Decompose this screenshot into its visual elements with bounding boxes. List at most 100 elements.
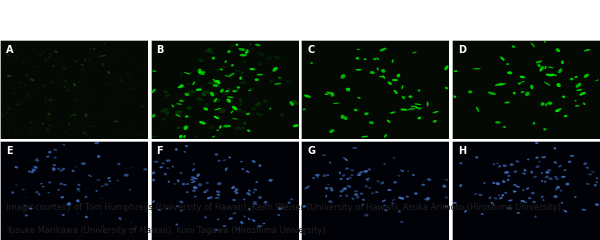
Ellipse shape — [274, 83, 281, 85]
Ellipse shape — [1, 114, 6, 116]
Ellipse shape — [217, 191, 221, 193]
Ellipse shape — [191, 176, 193, 178]
Ellipse shape — [524, 201, 527, 203]
Ellipse shape — [47, 58, 49, 59]
Ellipse shape — [524, 169, 526, 172]
Ellipse shape — [97, 55, 100, 57]
Ellipse shape — [11, 92, 14, 94]
Text: E: E — [6, 146, 13, 156]
Ellipse shape — [341, 115, 344, 119]
Ellipse shape — [86, 126, 91, 127]
Ellipse shape — [345, 167, 349, 170]
Ellipse shape — [354, 109, 358, 111]
Ellipse shape — [127, 102, 129, 104]
Ellipse shape — [35, 66, 40, 68]
Ellipse shape — [263, 100, 268, 103]
Ellipse shape — [232, 199, 236, 201]
Ellipse shape — [184, 93, 190, 96]
Ellipse shape — [368, 168, 371, 170]
Ellipse shape — [233, 213, 236, 214]
Ellipse shape — [176, 205, 179, 207]
Ellipse shape — [194, 196, 197, 198]
Ellipse shape — [499, 165, 501, 168]
Ellipse shape — [223, 225, 226, 227]
Ellipse shape — [248, 90, 251, 91]
Ellipse shape — [217, 193, 220, 196]
Ellipse shape — [50, 53, 53, 55]
Ellipse shape — [246, 192, 250, 195]
Ellipse shape — [522, 189, 524, 191]
Ellipse shape — [280, 114, 284, 117]
Ellipse shape — [123, 49, 126, 51]
Ellipse shape — [273, 56, 282, 60]
Ellipse shape — [242, 60, 247, 63]
Ellipse shape — [364, 170, 368, 173]
Ellipse shape — [63, 184, 67, 186]
Ellipse shape — [154, 161, 158, 163]
Ellipse shape — [350, 174, 353, 176]
Ellipse shape — [55, 82, 58, 84]
Ellipse shape — [342, 187, 347, 190]
Ellipse shape — [192, 81, 195, 85]
Ellipse shape — [384, 134, 387, 138]
Ellipse shape — [185, 183, 190, 185]
Ellipse shape — [532, 201, 536, 204]
Ellipse shape — [210, 92, 214, 96]
Ellipse shape — [400, 170, 404, 172]
Ellipse shape — [569, 78, 574, 80]
Ellipse shape — [558, 165, 562, 167]
Ellipse shape — [127, 73, 130, 75]
Ellipse shape — [260, 53, 264, 56]
Ellipse shape — [17, 100, 20, 102]
Ellipse shape — [568, 161, 571, 163]
Ellipse shape — [100, 213, 102, 214]
Ellipse shape — [25, 214, 28, 216]
Ellipse shape — [544, 41, 545, 43]
Ellipse shape — [401, 85, 403, 90]
Ellipse shape — [380, 181, 384, 185]
Ellipse shape — [243, 121, 246, 125]
Ellipse shape — [202, 92, 206, 96]
Ellipse shape — [531, 192, 535, 194]
Ellipse shape — [591, 171, 595, 173]
Ellipse shape — [13, 92, 16, 94]
Ellipse shape — [69, 115, 72, 118]
Ellipse shape — [493, 163, 495, 165]
Ellipse shape — [180, 210, 183, 212]
Ellipse shape — [137, 84, 140, 86]
Ellipse shape — [526, 187, 529, 190]
Ellipse shape — [75, 166, 77, 168]
Ellipse shape — [44, 98, 46, 102]
Ellipse shape — [104, 183, 109, 186]
Ellipse shape — [347, 185, 352, 188]
Text: H: H — [458, 146, 466, 156]
Ellipse shape — [307, 186, 310, 187]
Ellipse shape — [73, 83, 76, 86]
Ellipse shape — [474, 193, 477, 195]
Ellipse shape — [499, 83, 506, 86]
Ellipse shape — [464, 210, 467, 213]
Ellipse shape — [91, 125, 95, 128]
Ellipse shape — [187, 83, 191, 84]
Ellipse shape — [234, 190, 237, 192]
Ellipse shape — [61, 168, 65, 171]
Ellipse shape — [575, 100, 577, 102]
Ellipse shape — [24, 205, 26, 207]
Ellipse shape — [109, 180, 111, 182]
Ellipse shape — [62, 68, 66, 70]
Ellipse shape — [79, 81, 82, 83]
Ellipse shape — [262, 223, 265, 224]
Ellipse shape — [527, 159, 529, 160]
Ellipse shape — [108, 65, 111, 67]
Ellipse shape — [364, 58, 367, 60]
Ellipse shape — [109, 83, 112, 85]
Ellipse shape — [223, 160, 226, 161]
Ellipse shape — [547, 102, 553, 105]
Ellipse shape — [317, 176, 319, 178]
Ellipse shape — [82, 75, 85, 76]
Ellipse shape — [193, 163, 195, 165]
Ellipse shape — [57, 189, 60, 191]
Ellipse shape — [563, 210, 567, 213]
Ellipse shape — [293, 124, 299, 127]
Ellipse shape — [520, 81, 525, 83]
